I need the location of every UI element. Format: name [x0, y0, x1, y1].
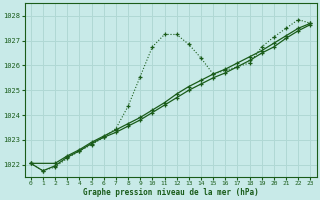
X-axis label: Graphe pression niveau de la mer (hPa): Graphe pression niveau de la mer (hPa): [83, 188, 259, 197]
